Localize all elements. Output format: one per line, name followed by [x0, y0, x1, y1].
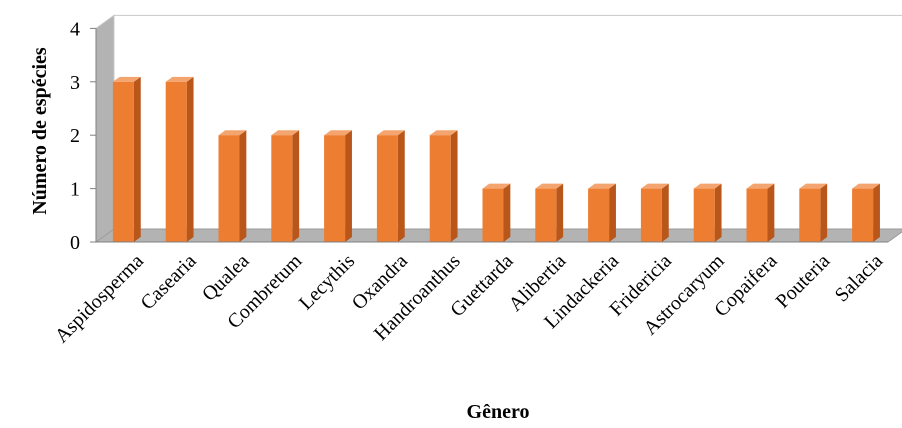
bar	[482, 183, 511, 242]
bar	[535, 183, 564, 242]
bar-side	[714, 183, 722, 242]
bar	[271, 130, 300, 242]
y-tick-label: 1	[70, 179, 80, 201]
bar-top	[535, 183, 564, 189]
bar-top	[324, 130, 352, 136]
bar-front	[482, 188, 504, 242]
side-wall	[95, 14, 115, 243]
bar-top	[640, 183, 669, 189]
bar-top	[588, 183, 616, 189]
bar-side	[397, 130, 405, 242]
bar-side	[609, 183, 616, 242]
bar-side	[239, 130, 247, 242]
bar	[799, 183, 828, 242]
bar-front	[165, 81, 187, 242]
bar-side	[503, 183, 511, 242]
bar-top	[218, 130, 247, 136]
y-tick-label: 3	[70, 72, 80, 94]
bar-front	[271, 135, 293, 242]
y-axis: 0 1 2 3 4	[70, 18, 97, 254]
bar-side	[133, 76, 141, 242]
bar	[429, 130, 458, 242]
bar-front	[535, 188, 557, 242]
bar-front	[852, 188, 874, 242]
bar-top	[165, 76, 194, 82]
x-axis: AspidospermaCaseariaQualeaCombretumLecyt…	[51, 241, 888, 347]
bar	[746, 183, 775, 242]
bar	[112, 76, 141, 242]
bar-side	[661, 183, 669, 242]
bar-top	[746, 183, 775, 189]
bar	[376, 130, 405, 242]
bar-side	[345, 130, 352, 242]
bar	[852, 183, 880, 242]
bar-side	[767, 183, 775, 242]
bar-top	[112, 76, 141, 82]
x-tick-label: Lecythis	[295, 250, 359, 314]
bar-side	[450, 130, 458, 242]
x-axis-title: Gênero	[467, 401, 530, 423]
bar	[640, 183, 669, 242]
bar	[693, 183, 722, 242]
bar-side	[292, 130, 300, 242]
bar-front	[376, 135, 398, 242]
bar-side	[186, 76, 194, 242]
bar-front	[588, 188, 610, 242]
bar	[218, 130, 247, 242]
bar-side	[820, 183, 828, 242]
y-tick-label: 4	[70, 18, 80, 40]
bar-front	[746, 188, 768, 242]
y-tick-label: 2	[70, 125, 80, 147]
bar-side	[556, 183, 564, 242]
y-axis-title: Número de espécies	[29, 47, 51, 215]
bar	[165, 76, 194, 242]
bar-front	[693, 188, 715, 242]
bar	[324, 130, 352, 242]
bar-series	[112, 76, 880, 242]
x-tick-label: Salacia	[831, 250, 887, 306]
bar-front	[112, 81, 134, 242]
bar-side	[873, 183, 880, 242]
bar-top	[852, 183, 880, 189]
bar-front	[218, 135, 240, 242]
x-tick-label: Casearia	[136, 250, 200, 314]
bar-front	[799, 188, 821, 242]
bar-top	[271, 130, 300, 136]
bar	[588, 183, 616, 242]
bar-front	[429, 135, 451, 242]
y-tick-label: 0	[70, 232, 80, 254]
bar-top	[429, 130, 458, 136]
bar-front	[640, 188, 662, 242]
bar-top	[376, 130, 405, 136]
bar-top	[693, 183, 722, 189]
bar-top	[799, 183, 828, 189]
bar-front	[324, 135, 346, 242]
x-tick-label: Aspidosperma	[51, 250, 148, 347]
bar-top	[482, 183, 511, 189]
x-tick-label: Pouteria	[772, 250, 835, 313]
